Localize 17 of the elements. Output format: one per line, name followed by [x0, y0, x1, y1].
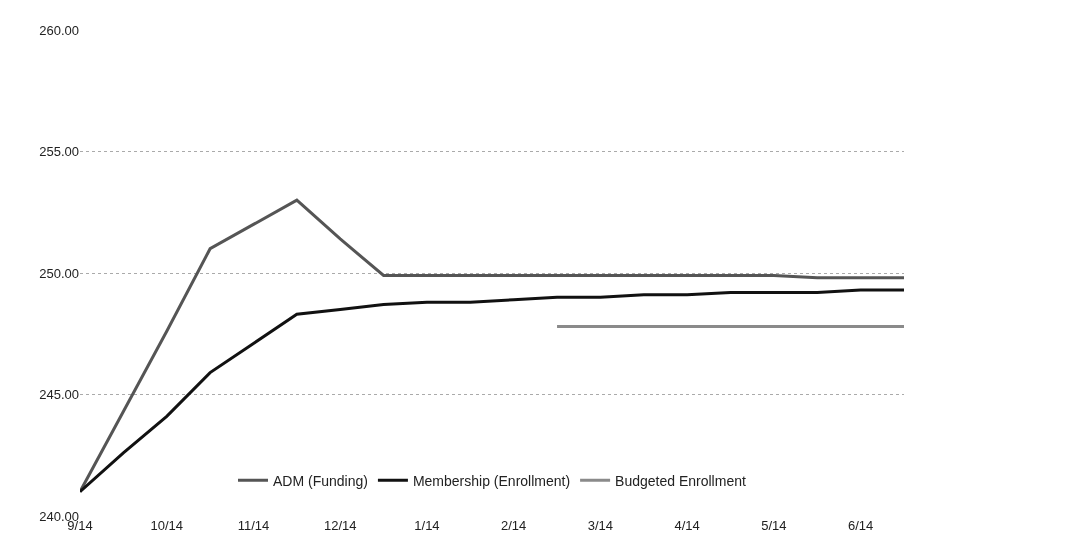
- x-tick-label: 12/14: [323, 518, 357, 533]
- x-tick-label: 3/14: [587, 518, 614, 533]
- x-tick-label: 10/14: [150, 518, 184, 533]
- legend-label: ADM (Funding): [273, 472, 368, 489]
- x-tick-label: 5/14: [761, 518, 787, 533]
- x-tick-label: 11/14: [237, 518, 270, 533]
- y-tick-label: 255.00: [39, 144, 79, 160]
- line-series: [80, 288, 904, 494]
- y-tick-label: 245.00: [39, 387, 79, 403]
- x-tick-label: 1/14: [414, 518, 440, 533]
- legend-label: Membership (Enrollment): [412, 472, 571, 489]
- y-tick-label: 250.00: [39, 265, 79, 281]
- legend-label: Budgeted Enrollment: [615, 472, 746, 489]
- x-tick-label: 6/14: [847, 518, 874, 533]
- y-tick-label: 260.00: [39, 22, 79, 38]
- x-tick-label: 2/14: [501, 518, 527, 533]
- x-tick-label: 4/14: [674, 518, 700, 533]
